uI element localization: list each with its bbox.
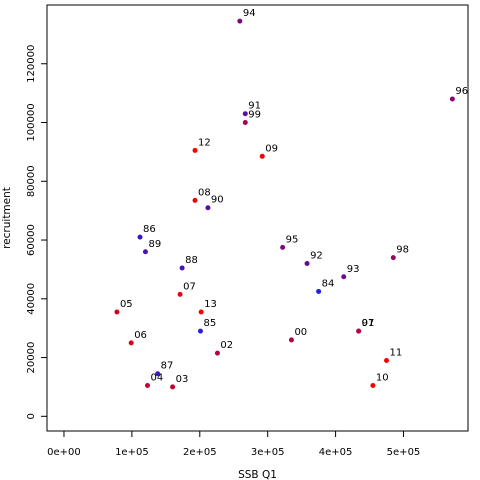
x-axis-title: SSB Q1 (238, 469, 277, 480)
point-label: 93 (347, 264, 360, 275)
data-point (177, 291, 183, 297)
x-tick-label: 1e+05 (115, 447, 149, 458)
point-label: 01 (362, 318, 375, 329)
point-label: 87 (161, 361, 174, 372)
data-point (170, 384, 176, 390)
data-point (242, 120, 248, 126)
data-point (288, 337, 294, 343)
point-label: 86 (143, 224, 156, 235)
data-point (197, 328, 203, 334)
y-tick-label: 0 (26, 413, 37, 419)
point-label: 10 (376, 372, 389, 383)
data-point (316, 288, 322, 294)
point-label: 09 (265, 143, 278, 154)
point-label: 99 (248, 110, 261, 121)
x-tick-label: 2e+05 (183, 447, 217, 458)
x-axis: 0e+00 1e+05 2e+05 3e+05 4e+05 5e+05 (47, 430, 421, 458)
x-tick-label: 5e+05 (387, 447, 421, 458)
data-point (280, 244, 286, 250)
data-point (304, 261, 310, 267)
data-point (128, 340, 134, 346)
y-axis-title: recruitment (1, 187, 13, 249)
data-point (214, 350, 220, 356)
data-point (192, 197, 198, 203)
y-tick-label: 40000 (26, 283, 37, 315)
point-label: 97 (362, 318, 375, 329)
plot-frame (46, 4, 469, 432)
point-label: 06 (134, 330, 147, 341)
point-label: 92 (310, 251, 323, 262)
point-label: 95 (286, 234, 299, 245)
x-tick-label: 0e+00 (47, 447, 81, 458)
data-point (341, 274, 347, 280)
y-tick-label: 80000 (26, 165, 37, 197)
y-axis: 0 20000 40000 60000 80000 100000 120000 (26, 45, 48, 419)
data-point (449, 96, 455, 102)
y-tick-label: 60000 (26, 224, 37, 256)
data-point (155, 371, 161, 377)
point-label: 07 (183, 281, 196, 292)
data-point (384, 357, 390, 363)
data-point (144, 382, 150, 388)
data-point (142, 249, 148, 255)
point-label: 08 (198, 187, 211, 198)
point-label: 04 (150, 372, 163, 383)
data-point (137, 234, 143, 240)
point-label: 91 (248, 101, 261, 112)
point-label: 98 (396, 245, 409, 256)
data-points: 84 85 86 87 88 89 90 91 92 93 94 95 96 97 98 99 00 01 02 03… (114, 8, 468, 390)
point-label: 89 (148, 239, 161, 250)
point-label: 12 (198, 137, 211, 148)
point-label: 94 (243, 8, 256, 19)
y-tick-label: 120000 (26, 45, 37, 83)
data-point (237, 18, 243, 24)
data-point (179, 265, 185, 271)
data-point (114, 309, 120, 315)
data-point (259, 153, 265, 159)
data-point (356, 328, 362, 334)
point-label: 88 (185, 255, 198, 266)
y-tick-label: 100000 (26, 103, 37, 141)
point-label: 13 (204, 299, 217, 310)
data-point (242, 111, 248, 117)
x-tick-label: 3e+05 (251, 447, 285, 458)
data-point (205, 205, 211, 211)
y-tick-label: 20000 (26, 342, 37, 374)
point-label: 05 (120, 299, 133, 310)
point-label: 00 (294, 327, 307, 338)
data-point (390, 255, 396, 261)
x-tick-label: 4e+05 (319, 447, 353, 458)
point-label: 03 (176, 374, 189, 385)
point-label: 90 (211, 195, 224, 206)
data-point (198, 309, 204, 315)
point-label: 11 (390, 347, 403, 358)
data-point (370, 382, 376, 388)
point-label: 85 (203, 318, 216, 329)
point-label: 02 (220, 340, 233, 351)
data-point (192, 147, 198, 153)
point-label: 84 (322, 278, 335, 289)
point-label: 96 (455, 86, 468, 97)
